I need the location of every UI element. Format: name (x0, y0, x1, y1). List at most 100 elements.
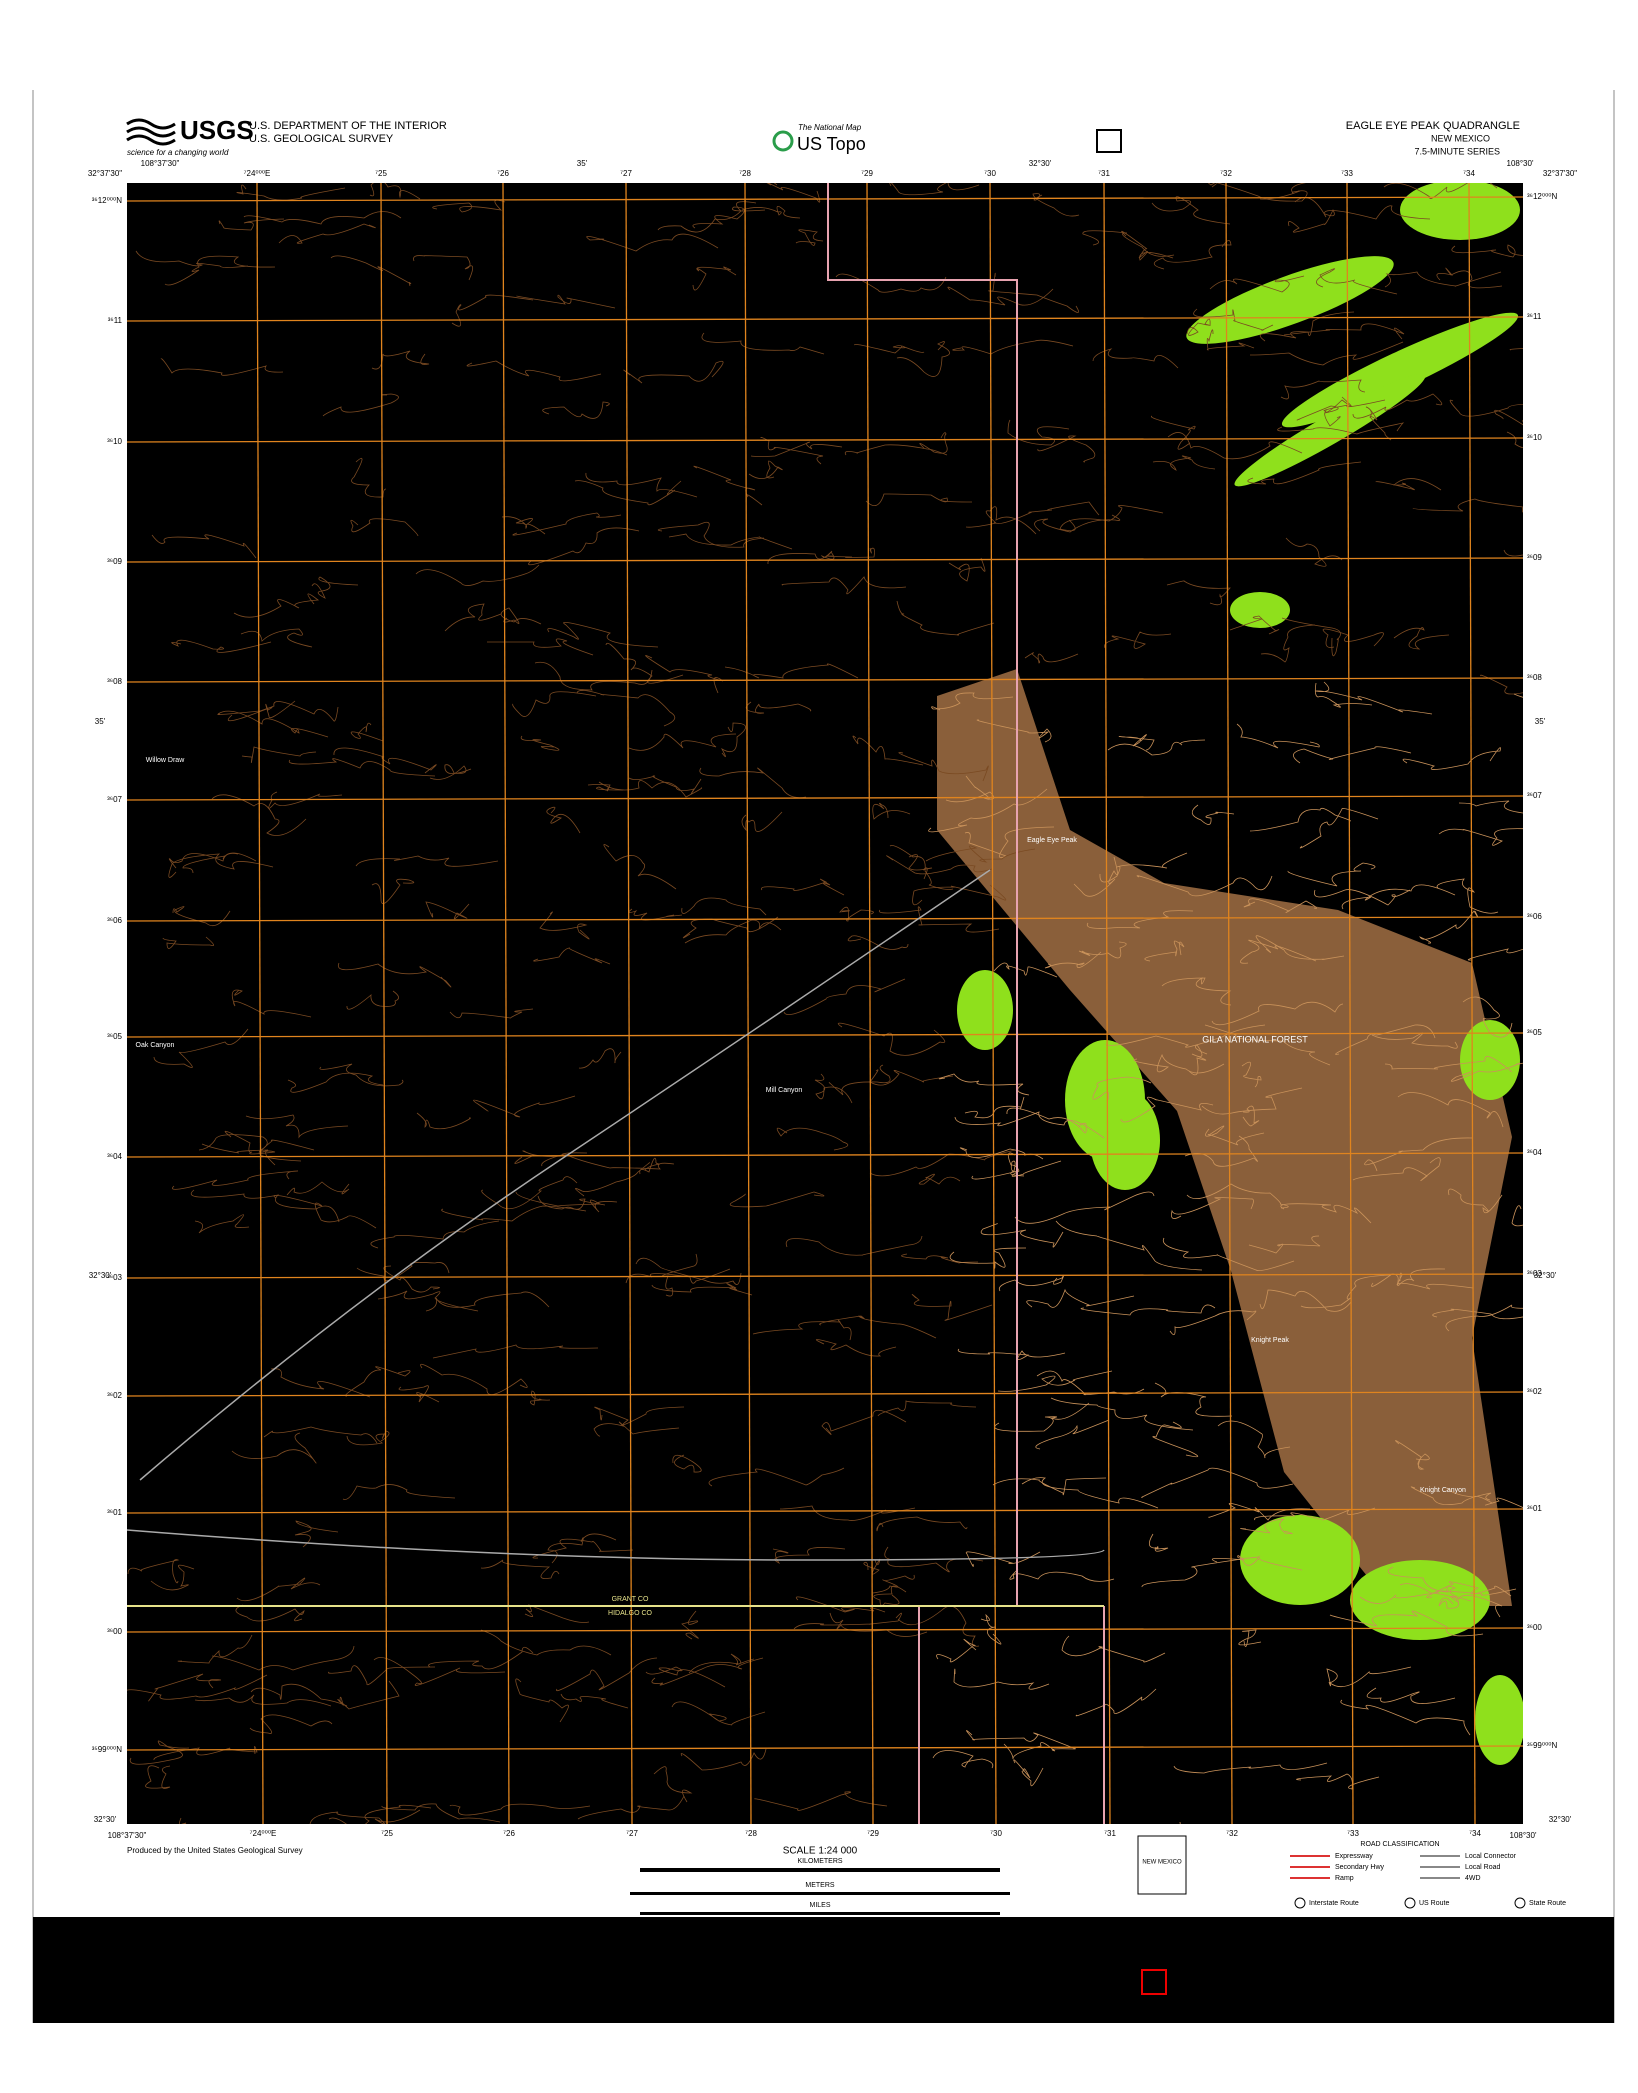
contour (337, 1680, 400, 1710)
contour (218, 218, 285, 231)
contour (724, 663, 859, 679)
contour (575, 1162, 651, 1197)
contour (1387, 1566, 1472, 1602)
place-name: Mill Canyon (766, 1087, 803, 1094)
contour (420, 1363, 528, 1396)
contour (1107, 739, 1206, 756)
contour (150, 1564, 195, 1591)
coordinate-label: 32°30' (94, 1815, 117, 1824)
contour (333, 747, 437, 774)
contour (182, 852, 257, 874)
contour (1007, 419, 1070, 446)
contour (657, 521, 765, 548)
road-label: Secondary Hwy (1335, 1864, 1385, 1871)
coordinate-label: 32°30' (1549, 1815, 1572, 1824)
contour (500, 607, 542, 625)
contour (671, 1701, 766, 1726)
contour (1449, 399, 1523, 417)
northing-label: ³⁶09 (107, 557, 122, 566)
easting-label: ⁷32 (1226, 1829, 1238, 1838)
series: 7.5-MINUTE SERIES (1414, 146, 1500, 156)
contour (639, 1157, 661, 1175)
contour (127, 1674, 268, 1700)
contour (377, 1290, 479, 1312)
place-name: GILA NATIONAL FOREST (1202, 1034, 1308, 1044)
contour (672, 1454, 702, 1473)
contour (720, 722, 746, 758)
scale-bar (630, 1892, 1010, 1895)
contour (911, 1294, 993, 1321)
northing-grid (127, 916, 1523, 922)
contour (177, 1634, 253, 1664)
contour (319, 1063, 404, 1087)
contour (201, 1139, 315, 1154)
easting-grid (866, 183, 874, 1824)
contour (373, 1657, 506, 1686)
contour (1254, 1507, 1376, 1521)
contour (560, 1693, 629, 1709)
contour (1410, 1486, 1492, 1506)
easting-grid (502, 183, 510, 1824)
route-symbol (1294, 1897, 1306, 1909)
road-label: Local Connector (1465, 1853, 1517, 1860)
northing-grid (127, 1152, 1523, 1158)
scale-bar (640, 1912, 1000, 1915)
contour (688, 1653, 755, 1674)
contour (1009, 1568, 1115, 1582)
road-label: Local Road (1465, 1864, 1501, 1871)
coordinate-label: 108°30' (1507, 159, 1534, 168)
contour (241, 746, 317, 764)
contour (1191, 804, 1235, 825)
contour (976, 719, 1052, 743)
northing-grid (127, 1032, 1523, 1038)
easting-grid (1468, 183, 1476, 1824)
contour (668, 533, 793, 550)
contour (1037, 435, 1096, 463)
contour (224, 1130, 276, 1166)
contour (1402, 747, 1501, 770)
contour (692, 266, 737, 291)
contour (1242, 1105, 1260, 1127)
contour (211, 1645, 355, 1671)
contour (546, 806, 581, 834)
route-label: Interstate Route (1309, 1900, 1359, 1907)
contour (1299, 808, 1379, 849)
contour (863, 1558, 881, 1575)
contour (741, 206, 801, 219)
contour (236, 184, 346, 201)
state-inset-label: NEW MEXICO (1142, 1860, 1182, 1866)
northing-grid (127, 677, 1523, 683)
contour (1280, 379, 1366, 400)
contour (708, 1467, 845, 1487)
contour (547, 621, 659, 648)
northing-grid (127, 1273, 1523, 1279)
contour (1167, 432, 1303, 460)
state-inset (1137, 1835, 1187, 1895)
contour (889, 183, 980, 196)
contour (1448, 1188, 1503, 1214)
contour (1035, 1419, 1110, 1450)
contour (1445, 1304, 1523, 1332)
contour (766, 183, 821, 203)
northing-grid (127, 437, 1523, 443)
contour (1186, 1183, 1289, 1209)
contour (194, 1214, 250, 1234)
contour (449, 1803, 591, 1816)
northing-grid (127, 316, 1523, 322)
easting-grid (1346, 183, 1354, 1824)
contour (1003, 1742, 1076, 1760)
easting-label: ⁷34 (1469, 1829, 1481, 1838)
place-name: Oak Canyon (136, 1042, 175, 1049)
contour (533, 947, 611, 965)
contour (383, 1265, 440, 1293)
contour (912, 884, 1007, 906)
contour (268, 791, 343, 809)
contour (1248, 1235, 1321, 1254)
easting-label: ⁷24⁰⁰⁰E (244, 169, 271, 178)
contour (1364, 1137, 1474, 1172)
contour (1249, 341, 1404, 366)
contour (1326, 1666, 1412, 1688)
contour (1104, 631, 1172, 649)
contour (480, 1629, 612, 1656)
contour (796, 1596, 886, 1613)
